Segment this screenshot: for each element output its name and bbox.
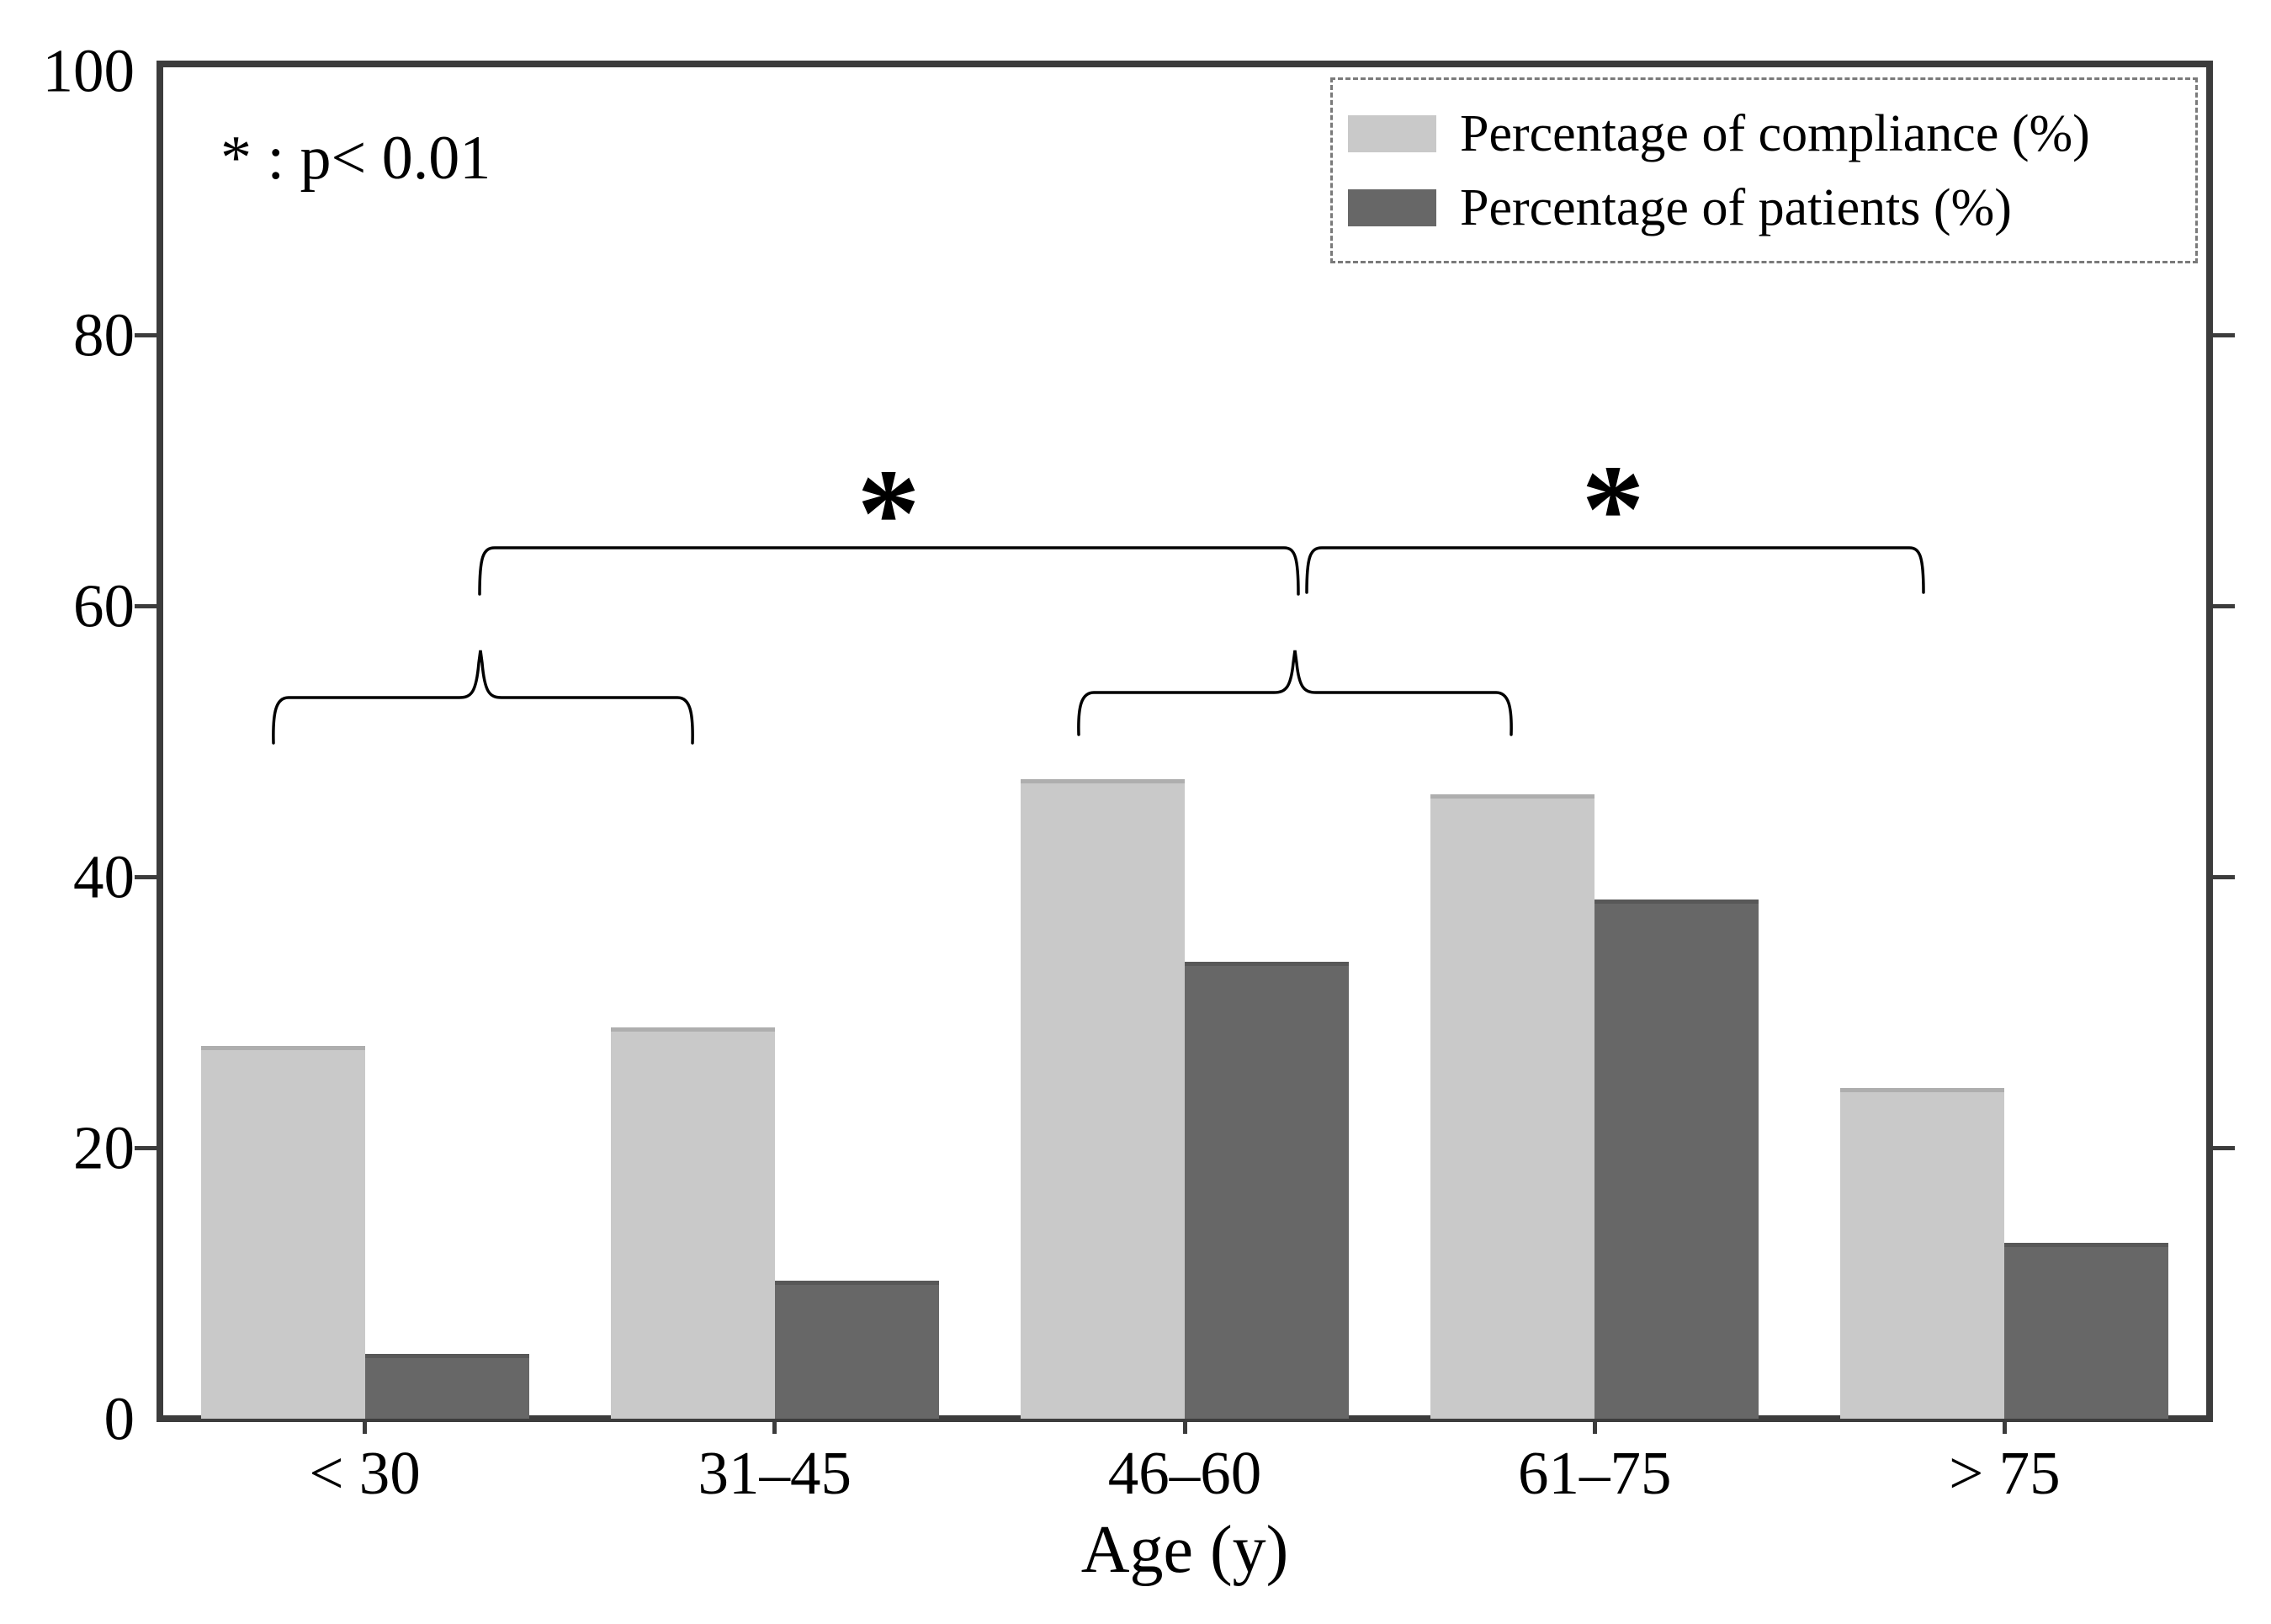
y-tick-mark-left-40 bbox=[135, 874, 160, 879]
x-tick-mark-< 30 bbox=[363, 1422, 368, 1434]
x-tick-label-< 30: < 30 bbox=[309, 1439, 421, 1507]
y-tick-label-60: 60 bbox=[73, 571, 135, 640]
x-tick-label-46–60: 46–60 bbox=[1107, 1439, 1262, 1507]
bar-series0-61–75 bbox=[1430, 793, 1595, 1419]
x-tick-mark-31–45 bbox=[772, 1422, 777, 1434]
legend-item-patients: Percentage of patients (%) bbox=[1348, 182, 2195, 234]
y-axis-left-spine bbox=[157, 61, 163, 1422]
p-value-annotation: * : p< 0.01 bbox=[220, 124, 491, 193]
x-tick-label-> 75: > 75 bbox=[1949, 1439, 2061, 1507]
y-tick-mark-right-60 bbox=[2213, 603, 2235, 608]
compliance-swatch bbox=[1348, 114, 1436, 152]
y-tick-label-40: 40 bbox=[73, 842, 135, 911]
y-axis-right-spine bbox=[2206, 61, 2213, 1422]
bar-series0-> 75 bbox=[1840, 1088, 2005, 1419]
significance-asterisk-1: * bbox=[857, 443, 921, 583]
bar-series0-< 30 bbox=[200, 1046, 365, 1419]
legend-label-patients: Percentage of patients (%) bbox=[1460, 178, 2012, 236]
bar-series1-31–45 bbox=[774, 1280, 939, 1419]
x-axis-spine bbox=[157, 1415, 2213, 1422]
y-tick-mark-right-80 bbox=[2213, 332, 2235, 337]
y-tick-label-20: 20 bbox=[73, 1113, 135, 1182]
bar-series1-46–60 bbox=[1185, 962, 1349, 1419]
plot-top-spine bbox=[157, 61, 2213, 67]
patients-swatch bbox=[1348, 188, 1436, 226]
x-axis-title: Age (y) bbox=[1080, 1513, 1289, 1587]
legend-box: Percentage of compliance (%) Percentage … bbox=[1330, 77, 2198, 263]
y-tick-mark-right-40 bbox=[2213, 874, 2235, 879]
bar-series1-> 75 bbox=[2004, 1242, 2169, 1419]
legend-item-compliance: Percentage of compliance (%) bbox=[1348, 108, 2195, 160]
bar-series0-46–60 bbox=[1021, 779, 1185, 1419]
y-tick-label-0: 0 bbox=[103, 1384, 135, 1453]
significance-asterisk-2: * bbox=[1581, 439, 1645, 579]
bar-series0-31–45 bbox=[610, 1027, 775, 1419]
y-tick-label-80: 80 bbox=[73, 300, 135, 369]
x-tick-mark-61–75 bbox=[1592, 1422, 1597, 1434]
y-tick-mark-right-20 bbox=[2213, 1145, 2235, 1150]
y-tick-mark-left-80 bbox=[135, 332, 160, 337]
x-tick-mark-46–60 bbox=[1182, 1422, 1187, 1434]
y-tick-mark-left-20 bbox=[135, 1145, 160, 1150]
x-tick-mark-> 75 bbox=[2002, 1422, 2007, 1434]
bar-series1-61–75 bbox=[1594, 900, 1759, 1419]
x-tick-label-61–75: 61–75 bbox=[1517, 1439, 1672, 1507]
bar-series1-< 30 bbox=[364, 1353, 529, 1419]
legend-label-compliance: Percentage of compliance (%) bbox=[1460, 104, 2090, 162]
y-tick-mark-left-60 bbox=[135, 603, 160, 608]
x-tick-label-31–45: 31–45 bbox=[698, 1439, 852, 1507]
y-tick-label-100: 100 bbox=[42, 36, 135, 105]
